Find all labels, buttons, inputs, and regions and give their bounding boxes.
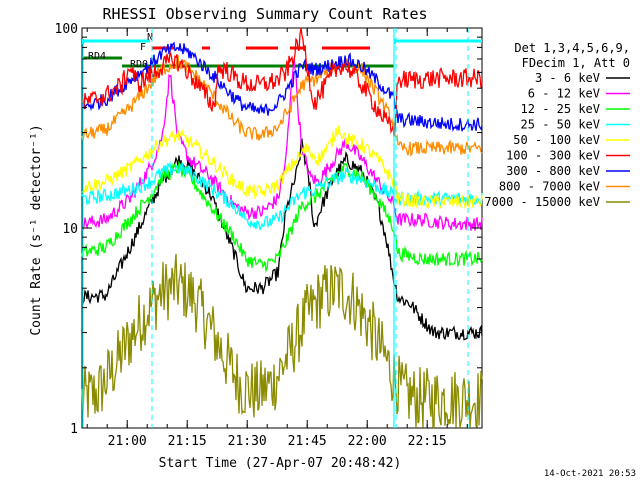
chart-title: RHESSI Observing Summary Count Rates — [102, 5, 427, 23]
status-bar-label: RD4 — [88, 51, 106, 62]
status-bar-label: RD0 — [130, 59, 148, 70]
x-axis-label: Start Time (27-Apr-07 20:48:42) — [159, 456, 402, 471]
series-line — [81, 160, 483, 273]
legend-entry-label: 50 - 100 keV — [513, 133, 600, 147]
vertical-markers — [82, 28, 469, 428]
legend-entry-label: 300 - 800 keV — [506, 164, 600, 178]
status-bar-label: F — [140, 42, 146, 53]
series-line — [81, 27, 483, 137]
y-axis-label: Count Rate (s⁻¹ detector⁻¹) — [29, 124, 44, 335]
series-line — [81, 125, 483, 210]
series-line — [81, 253, 483, 430]
series-line — [81, 41, 483, 133]
y-tick-label: 10 — [62, 222, 78, 237]
x-tick-label: 21:00 — [108, 434, 147, 449]
legend-entry-label: 100 - 300 keV — [506, 149, 600, 163]
footer-timestamp: 14-Oct-2021 20:53 — [544, 469, 636, 479]
series-line — [81, 55, 483, 158]
x-tick-label: 21:15 — [168, 434, 207, 449]
legend-entry-label: 6 - 12 keV — [528, 87, 600, 101]
legend-entry-label: 3 - 6 keV — [535, 71, 600, 85]
y-tick-label: 100 — [55, 22, 78, 37]
x-tick-label: 21:45 — [288, 434, 327, 449]
legend-entry-label: 800 - 7000 keV — [499, 180, 600, 194]
x-tick-label: 21:30 — [228, 434, 267, 449]
series-layer — [81, 27, 483, 430]
legend-entry-label: 7000 - 15000 keV — [484, 195, 600, 209]
legend-header: Det 1,3,4,5,6,9, — [514, 41, 630, 55]
status-bar-label: N — [147, 32, 153, 43]
axis-ticks: 21:00 21:15 21:30 21:45 22:00 22:15 1 10 100 — [55, 22, 482, 449]
legend-header: FDecim 1, Att 0 — [522, 56, 630, 70]
legend-entry-label: 25 - 50 keV — [521, 118, 600, 132]
series-line — [81, 137, 483, 341]
legend-entry-label: 12 - 25 keV — [521, 102, 600, 116]
x-tick-label: 22:15 — [408, 434, 447, 449]
legend: Det 1,3,4,5,6,9,FDecim 1, Att 03 - 6 keV… — [484, 41, 630, 209]
x-tick-label: 22:00 — [348, 434, 387, 449]
status-bars: NF RD0 RD4 — [82, 32, 482, 70]
y-tick-label: 1 — [70, 422, 78, 437]
